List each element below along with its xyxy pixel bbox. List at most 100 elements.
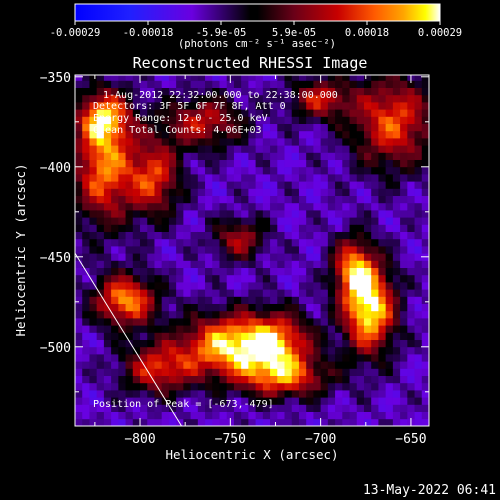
heatmap-cell — [176, 87, 184, 96]
heatmap-cell — [190, 404, 199, 412]
heatmap-cell — [103, 368, 112, 376]
heatmap-cell — [255, 253, 264, 261]
heatmap-cell — [313, 397, 322, 405]
heatmap-cell — [248, 382, 257, 391]
heatmap-cell — [407, 382, 415, 391]
colorbar-unit-label: (photons cm⁻² s⁻¹ asec⁻²) — [178, 38, 336, 50]
heatmap-cell — [103, 260, 112, 268]
heatmap-cell — [140, 224, 148, 232]
heatmap-cell — [284, 195, 293, 204]
heatmap-cell — [371, 390, 379, 398]
heatmap-cell — [140, 238, 148, 247]
heatmap-cell — [270, 332, 278, 340]
heatmap-cell — [371, 231, 379, 240]
heatmap-cell — [168, 188, 177, 196]
heatmap-cell — [75, 130, 83, 139]
heatmap-cell — [140, 246, 148, 254]
heatmap-cell — [385, 375, 394, 384]
heatmap-cell — [378, 130, 387, 139]
heatmap-cell — [140, 166, 148, 175]
heatmap-cell — [270, 145, 278, 153]
heatmap-cell — [118, 231, 126, 240]
heatmap-cell — [400, 75, 408, 81]
heatmap-cell — [327, 152, 336, 160]
heatmap-cell — [414, 361, 423, 369]
heatmap-cell — [176, 123, 184, 132]
heatmap-cell — [161, 94, 170, 103]
heatmap-cell — [385, 253, 394, 261]
heatmap-cell — [118, 289, 126, 297]
heatmap-cell — [371, 238, 379, 247]
heatmap-cell — [342, 130, 350, 139]
heatmap-cell — [262, 123, 271, 132]
heatmap-cell — [363, 145, 372, 153]
heatmap-cell — [306, 282, 314, 290]
heatmap-cell — [392, 166, 401, 175]
heatmap-cell — [89, 174, 98, 182]
heatmap-cell — [270, 102, 278, 110]
heatmap-cell — [262, 318, 271, 326]
heatmap-cell — [306, 411, 314, 420]
heatmap-cell — [241, 318, 249, 326]
heatmap-cell — [421, 152, 429, 160]
heatmap-cell — [407, 238, 415, 247]
heatmap-cell — [349, 274, 358, 283]
heatmap-cell — [96, 325, 105, 333]
heatmap-cell — [147, 361, 155, 369]
heatmap-cell — [96, 210, 105, 218]
heatmap-cell — [320, 210, 329, 218]
heatmap-cell — [248, 390, 257, 398]
heatmap-cell — [407, 138, 415, 146]
heatmap-cell — [183, 174, 191, 182]
heatmap-cell — [284, 390, 293, 398]
heatmap-cell — [414, 174, 423, 182]
heatmap-cell — [421, 195, 429, 204]
heatmap-cell — [349, 361, 358, 369]
heatmap-cell — [291, 318, 300, 326]
heatmap-cell — [284, 282, 293, 290]
heatmap-cell — [349, 318, 358, 326]
heatmap-cell — [356, 224, 365, 232]
heatmap-cell — [111, 116, 119, 124]
heatmap-cell — [284, 231, 293, 240]
heatmap-cell — [335, 224, 343, 232]
heatmap-cell — [147, 310, 155, 319]
heatmap-cell — [320, 94, 329, 103]
heatmap-cell — [226, 289, 235, 297]
heatmap-cell — [327, 181, 336, 189]
heatmap-cell — [82, 166, 90, 175]
heatmap-cell — [342, 310, 350, 319]
heatmap-cell — [400, 253, 408, 261]
heatmap-cell — [277, 202, 285, 211]
heatmap-cell — [378, 174, 387, 182]
heatmap-cell — [132, 145, 141, 153]
heatmap-cell — [111, 361, 119, 369]
heatmap-cell — [154, 289, 163, 297]
heatmap-cell — [421, 310, 429, 319]
heatmap-cell — [125, 325, 134, 333]
heatmap-cell — [284, 159, 293, 168]
heatmap-cell — [277, 375, 285, 384]
heatmap-cell — [147, 411, 155, 420]
heatmap-cell — [414, 166, 423, 175]
heatmap-cell — [400, 368, 408, 376]
heatmap-cell — [125, 310, 134, 319]
heatmap-cell — [205, 282, 213, 290]
heatmap-cell — [168, 382, 177, 391]
heatmap-cell — [327, 102, 336, 110]
heatmap-cell — [385, 80, 394, 88]
heatmap-cell — [132, 318, 141, 326]
heatmap-cell — [262, 231, 271, 240]
heatmap-cell — [392, 188, 401, 196]
heatmap-cell — [103, 325, 112, 333]
heatmap-cell — [363, 94, 372, 103]
heatmap-cell — [183, 145, 191, 153]
heatmap-cell — [219, 188, 228, 196]
heatmap-cell — [96, 296, 105, 304]
heatmap-cell — [233, 109, 242, 117]
heatmap-cell — [255, 267, 264, 276]
heatmap-cell — [161, 253, 170, 261]
heatmap-cell — [132, 188, 141, 196]
heatmap-cell — [212, 418, 220, 426]
heatmap-cell — [327, 109, 336, 117]
